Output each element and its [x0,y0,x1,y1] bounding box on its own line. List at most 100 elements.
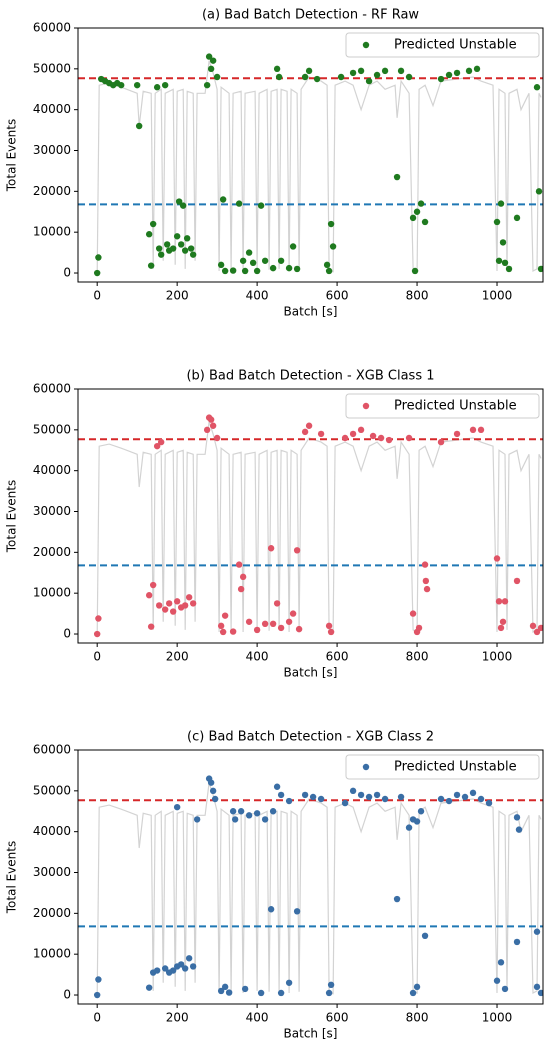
point [381,67,389,75]
point [317,430,325,438]
y-tick-label: 20000 [33,184,71,198]
y-tick-label: 0 [63,627,71,641]
x-tick-label: 1000 [482,1011,513,1025]
point [273,600,281,607]
x-tick-label: 200 [166,650,189,664]
point [453,791,461,799]
y-tick-label: 40000 [33,824,71,838]
x-tick-label: 400 [246,289,269,303]
point [533,628,541,636]
x-tick-label: 600 [326,650,349,664]
point [495,598,503,605]
point [327,220,335,228]
point [145,984,153,991]
point [261,257,269,264]
point [221,983,229,991]
point [325,989,333,997]
point [415,624,423,632]
point [405,73,413,81]
y-tick-label: 30000 [33,143,71,157]
point [177,961,185,968]
chart-title: (a) Bad Batch Detection - RF Raw [202,8,419,23]
point [203,426,211,434]
point [289,610,297,617]
y-tick-label: 50000 [33,783,71,797]
point [245,812,253,819]
point [209,787,217,795]
point [277,791,285,799]
point [409,610,417,617]
point [187,245,195,252]
point [95,976,102,983]
point [181,602,189,609]
point [179,202,187,209]
point [237,585,245,593]
chart-title: (b) Bad Batch Detection - XGB Class 1 [186,369,434,384]
point [217,622,225,630]
point [285,797,293,805]
point [535,188,543,195]
point [465,67,473,75]
point [417,200,425,207]
point [221,612,229,619]
point [393,895,401,903]
point [357,426,365,434]
point [313,75,321,83]
point [493,218,501,226]
point [277,989,285,997]
y-tick-label: 50000 [33,61,71,75]
point [219,628,227,636]
y-tick-label: 60000 [33,382,71,396]
point [185,955,193,962]
x-tick-label: 0 [93,650,101,664]
point [285,618,293,625]
point [461,793,469,801]
point [349,430,357,438]
point [397,793,405,801]
x-tick-label: 800 [406,650,429,664]
point [273,783,281,790]
point [477,426,485,434]
point [305,422,313,429]
point [325,267,333,275]
point [153,967,161,974]
point [169,245,177,252]
point [181,965,189,972]
point [235,561,243,568]
point [421,218,429,226]
y-tick-label: 60000 [33,743,71,757]
legend-marker [362,402,370,410]
point [95,615,102,622]
point [239,257,247,264]
point [515,826,523,833]
point [423,585,431,593]
point [161,965,169,972]
point [203,81,211,89]
point [207,65,215,73]
point [469,789,477,797]
point [397,67,405,75]
axes-frame [77,749,544,1005]
chart-title: (c) Bad Batch Detection - XGB Class 2 [187,730,434,745]
x-tick-label: 0 [93,289,101,303]
point [513,938,521,946]
panel: (c) Bad Batch Detection - XGB Class 2 0 20… [5,730,544,1041]
point [163,241,171,248]
point [175,198,183,205]
y-tick-label: 30000 [33,865,71,879]
point [385,436,393,444]
point [349,69,357,77]
point [249,259,257,267]
point [501,598,509,605]
point [157,438,165,446]
legend-box [345,393,540,419]
point [497,624,505,632]
point [365,77,373,85]
point [229,808,237,815]
point [422,577,430,585]
point [317,795,325,803]
point [117,81,125,89]
point [349,787,357,795]
axes-frame [77,388,544,644]
